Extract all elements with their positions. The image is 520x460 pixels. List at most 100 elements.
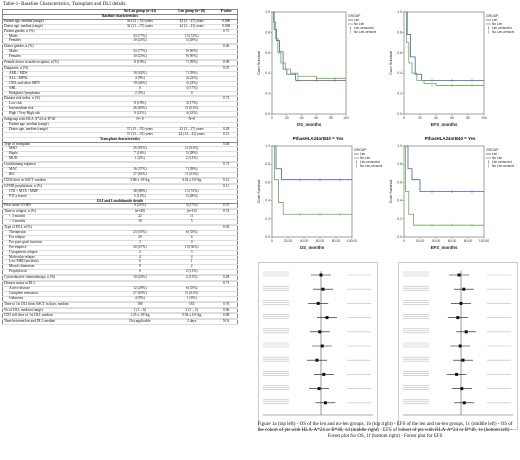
table-cell: 2 — [168, 264, 216, 271]
table-cell — [111, 162, 169, 169]
table-cell — [168, 44, 216, 51]
y-tick-label: 0.0 — [397, 235, 402, 239]
survival-curve-no-len — [272, 145, 352, 215]
table-cell: 0 — [168, 91, 216, 97]
x-tick-label: 20 — [418, 116, 422, 120]
table-cell: 10 (56%) — [168, 245, 216, 251]
table-cell: 0.066 — [215, 19, 238, 25]
table-cell — [215, 116, 238, 119]
table-row — [2, 208, 238, 211]
table-cell: Males — [2, 49, 112, 56]
table-row: Disease status at DLI 0.75 — [2, 281, 238, 287]
table-row: Cytoreductive chemotherapy, n (%) 10 (23%… — [2, 275, 238, 282]
table-row — [2, 307, 238, 309]
table-cell: 9 (21%) — [111, 204, 169, 210]
table-cell — [2, 301, 112, 303]
table-cell: 3 (17%) — [168, 86, 216, 92]
table-cell — [215, 34, 238, 40]
table-cell: 4 (22%) — [168, 111, 216, 118]
x-tick-label: 20.00 — [416, 239, 425, 243]
table-cell: 20 (47%) — [111, 245, 169, 251]
table-cell: Donor age, median (range) — [2, 127, 112, 133]
x-tick-label: 60 — [450, 116, 454, 120]
legend-label: Len-censored — [360, 160, 380, 164]
table-cell: 24 (3 – 41) years — [168, 24, 216, 30]
table-cell — [111, 280, 169, 283]
table-cell: Patient age, median (range) — [2, 122, 112, 128]
table-cell — [215, 101, 238, 108]
table-cell: 19 (44%) — [111, 81, 169, 87]
legend-label: No Len — [360, 156, 371, 160]
table-cell — [215, 177, 238, 179]
legend-label: No Len — [354, 22, 365, 26]
y-tick-label: 0.4 — [397, 71, 402, 75]
table-cell — [168, 224, 216, 227]
table-cell — [215, 189, 238, 195]
table-cell: 7 (39%) — [168, 167, 216, 173]
table-cell — [215, 91, 238, 97]
table-row: Conditioning regimen 0.73 — [2, 162, 238, 169]
table-cell: 10 (23%) — [111, 54, 169, 61]
table-row: Patient age, median (range) 36 (12 – 55) … — [2, 19, 238, 25]
table-cell — [168, 301, 216, 303]
table-cell: Molecular relapse — [2, 255, 112, 261]
table-cell: 1.35 x 10⁶/kg — [111, 314, 169, 320]
km-plot-title: PthasHLA24orB40 = Yes — [292, 136, 344, 141]
table-cell — [2, 183, 112, 185]
x-tick-label: 80 — [329, 116, 333, 120]
table-row — [2, 65, 238, 67]
table-row: Unknown 4 (9%) 1 (6%) — [2, 296, 238, 302]
table-cell — [111, 65, 169, 67]
table-cell — [2, 318, 112, 321]
table-cell — [111, 312, 169, 315]
table-cell — [168, 208, 216, 211]
table-row: ALL / MPAL 4 (9%) 4 (22%) — [2, 76, 238, 82]
table-cell: Active disease — [2, 286, 112, 292]
table-cell: 2 (5%) — [111, 91, 169, 97]
table-row — [2, 59, 238, 62]
legend-label: Len-censored — [492, 160, 512, 164]
table-cell: 6 (33%) — [168, 230, 216, 236]
table-cell: 2 days — [168, 319, 216, 326]
table-row: High / Very High risk 9 (21%) 4 (22%) — [2, 111, 238, 118]
table-section-header: DLI and Lenalidomide details — [2, 198, 238, 205]
plot-frame — [403, 11, 485, 115]
table-cell: Prophylactic — [2, 269, 112, 276]
section-title: Baseline characteristics — [2, 13, 238, 20]
table-cell — [111, 281, 169, 287]
table-row — [2, 116, 238, 119]
table-cell: 5 — [168, 219, 216, 226]
y-tick-label: 1.0 — [397, 144, 402, 148]
table-cell: 0 — [168, 240, 216, 246]
table-row: Males 33 (77%) 9 (50%) — [2, 49, 238, 56]
legend-label: No Len-censored — [354, 30, 376, 34]
point-estimate — [320, 344, 324, 348]
table-cell: 4 (22%) — [168, 76, 216, 82]
table-row: For relapse 20 6 — [2, 235, 238, 241]
legend-title: GROUP — [486, 14, 499, 18]
table-cell — [215, 235, 238, 241]
table-cell — [215, 291, 238, 297]
table-row — [2, 177, 238, 179]
table-row: RIC 27 (63%) 11 (61%) — [2, 172, 238, 178]
table-cell: 3 — [111, 240, 169, 246]
point-estimate — [457, 273, 461, 277]
table-cell: 23 (53%) — [111, 230, 169, 236]
table-cell — [168, 307, 216, 309]
table-cell: 9 (21%) — [111, 111, 169, 118]
table-cell — [168, 122, 216, 128]
x-tick-label: 60.00 — [316, 239, 325, 243]
table-cell — [111, 59, 169, 62]
table-cell — [168, 177, 216, 179]
y-tick-label: 0.2 — [265, 92, 270, 96]
x-tick-label: 60 — [315, 116, 319, 120]
table-cell — [2, 208, 112, 211]
table-cell: 5 (28%) — [168, 151, 216, 158]
table-cell: Intermediate risk — [2, 106, 112, 113]
y-tick-label: 0.0 — [397, 112, 402, 116]
table-cell: ALL / MPAL — [2, 76, 112, 82]
y-tick-label: 0.0 — [265, 112, 270, 116]
x-tick-label: 20 — [285, 116, 289, 120]
y-tick-label: 0.6 — [265, 51, 270, 55]
legend-title: GROUP — [354, 148, 367, 152]
